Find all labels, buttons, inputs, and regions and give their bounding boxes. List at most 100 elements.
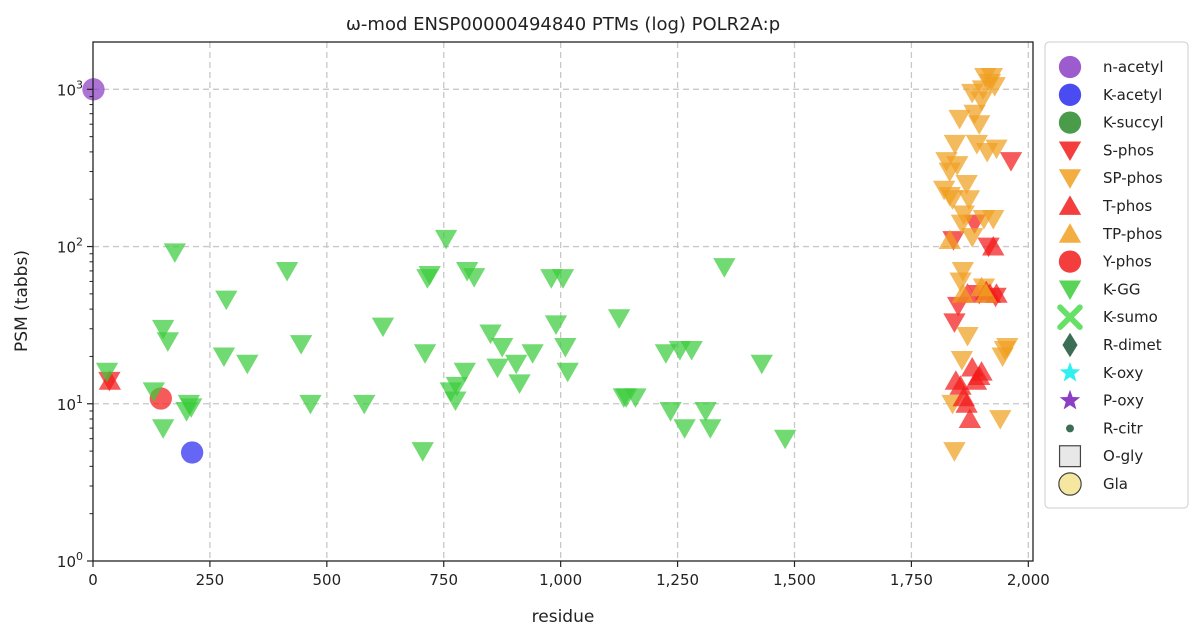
data-points bbox=[82, 67, 1023, 464]
plot-frame bbox=[92, 41, 1034, 562]
data-point-t-phos bbox=[982, 235, 1005, 256]
legend-marker-r-dimet bbox=[1062, 332, 1078, 358]
data-point-k-gg bbox=[750, 354, 773, 375]
legend-label: S-phos bbox=[1103, 141, 1154, 159]
x-axis-label: residue bbox=[532, 607, 595, 627]
data-point-t-phos bbox=[955, 393, 978, 413]
legend-label: Gla bbox=[1103, 475, 1128, 493]
data-point-k-gg bbox=[411, 442, 434, 462]
data-point-k-gg bbox=[673, 419, 696, 439]
data-point-sp-phos bbox=[989, 410, 1012, 430]
legend-label: K-acetyl bbox=[1103, 86, 1162, 104]
legend-label: O-gly bbox=[1103, 447, 1143, 465]
data-point-sp-phos bbox=[952, 205, 975, 226]
legend-marker-k-gg bbox=[1058, 280, 1082, 301]
data-point-sp-phos bbox=[957, 190, 981, 210]
data-point-k-gg bbox=[624, 388, 647, 408]
data-point-k-gg bbox=[236, 354, 259, 375]
data-point-k-gg bbox=[444, 391, 467, 412]
data-point-sp-phos bbox=[996, 337, 1019, 358]
data-point-k-gg bbox=[215, 290, 238, 311]
legend-marker-n-acetyl bbox=[1058, 55, 1082, 79]
legend-marker-k-succyl bbox=[1058, 111, 1082, 134]
legend-marker-tp-phos bbox=[1058, 223, 1082, 243]
data-point-sp-phos bbox=[985, 139, 1008, 160]
data-point-sp-phos bbox=[961, 228, 984, 248]
legend-label: K-oxy bbox=[1103, 364, 1144, 382]
x-tick-label: 2,000 bbox=[1007, 571, 1050, 589]
x-tick-label: 750 bbox=[429, 571, 458, 589]
legend-marker-s-phos bbox=[1058, 141, 1082, 162]
data-point-sp-phos bbox=[955, 175, 978, 195]
data-point-k-gg bbox=[556, 362, 579, 383]
x-tick-label: 0 bbox=[88, 571, 98, 589]
data-point-k-gg bbox=[151, 319, 175, 340]
data-point-sp-phos bbox=[946, 156, 969, 176]
data-point-k-gg bbox=[212, 347, 236, 368]
data-point-k-gg bbox=[508, 374, 531, 394]
data-point-k-gg bbox=[491, 337, 514, 358]
data-point-k-gg bbox=[413, 344, 437, 364]
legend-label: Y-phos bbox=[1102, 253, 1152, 271]
data-point-t-phos bbox=[949, 375, 972, 395]
x-tick-label: 1,500 bbox=[773, 571, 816, 589]
data-point-k-gg bbox=[773, 429, 797, 450]
data-point-k-gg bbox=[95, 362, 119, 383]
data-point-k-gg bbox=[180, 398, 203, 418]
data-point-k-gg bbox=[163, 243, 187, 263]
legend-label: R-citr bbox=[1103, 419, 1144, 437]
data-point-k-gg bbox=[699, 419, 722, 439]
data-point-k-gg bbox=[453, 362, 476, 383]
y-tick-label: 100 bbox=[57, 550, 83, 571]
data-point-k-gg bbox=[434, 229, 458, 250]
legend-label: K-GG bbox=[1103, 280, 1140, 298]
data-point-tp-phos bbox=[938, 229, 961, 249]
data-point-k-gg bbox=[418, 265, 441, 286]
data-point-k-gg bbox=[275, 261, 299, 282]
data-point-sp-phos bbox=[970, 91, 993, 112]
legend-label: n-acetyl bbox=[1103, 58, 1164, 76]
legend-marker-sp-phos bbox=[1058, 169, 1082, 189]
data-point-k-gg bbox=[156, 332, 179, 352]
data-point-k-acetyl bbox=[180, 441, 204, 464]
x-tick-label: 1,000 bbox=[539, 571, 582, 589]
data-point-k-gg bbox=[551, 269, 575, 289]
legend-label: TP-phos bbox=[1102, 225, 1162, 243]
data-point-sp-phos bbox=[949, 272, 972, 293]
data-point-k-gg bbox=[299, 394, 322, 415]
data-point-k-gg bbox=[654, 344, 678, 364]
data-point-sp-phos bbox=[956, 327, 979, 347]
data-point-k-gg bbox=[289, 335, 313, 355]
data-point-tp-phos bbox=[975, 283, 998, 303]
x-tick-label: 500 bbox=[313, 571, 342, 589]
data-point-k-gg bbox=[353, 394, 376, 415]
data-point-k-gg bbox=[659, 402, 682, 422]
data-point-s-phos bbox=[943, 313, 966, 333]
legend: n-acetyl K-acetyl K-succyl S-phos SP-phos T-p… bbox=[1044, 41, 1189, 509]
data-point-sp-phos bbox=[948, 109, 971, 130]
data-point-sp-phos bbox=[963, 104, 986, 125]
data-point-t-phos bbox=[958, 408, 982, 428]
x-tick-label: 250 bbox=[196, 571, 225, 589]
data-point-k-gg bbox=[607, 309, 631, 329]
data-point-k-gg bbox=[521, 344, 544, 364]
legend-marker-k-acetyl bbox=[1058, 83, 1082, 106]
data-point-k-gg bbox=[694, 402, 717, 422]
data-point-tp-phos bbox=[951, 283, 975, 303]
data-point-sp-phos bbox=[938, 186, 961, 207]
data-point-sp-phos bbox=[982, 209, 1005, 230]
data-point-k-gg bbox=[142, 382, 165, 402]
data-point-s-phos bbox=[999, 152, 1023, 172]
x-tick-label: 1,250 bbox=[656, 571, 699, 589]
data-point-k-gg bbox=[371, 317, 395, 338]
legend-marker-r-citr bbox=[1066, 424, 1074, 433]
gridlines bbox=[93, 42, 1033, 561]
legend-label: SP-phos bbox=[1103, 169, 1163, 187]
legend-box bbox=[1044, 41, 1189, 509]
data-point-k-gg bbox=[554, 337, 577, 358]
data-point-sp-phos bbox=[943, 134, 967, 155]
legend-marker-p-oxy bbox=[1059, 389, 1081, 410]
y-axis-ticks: 100 101 102 103 bbox=[57, 78, 93, 571]
data-point-sp-phos bbox=[965, 134, 989, 155]
